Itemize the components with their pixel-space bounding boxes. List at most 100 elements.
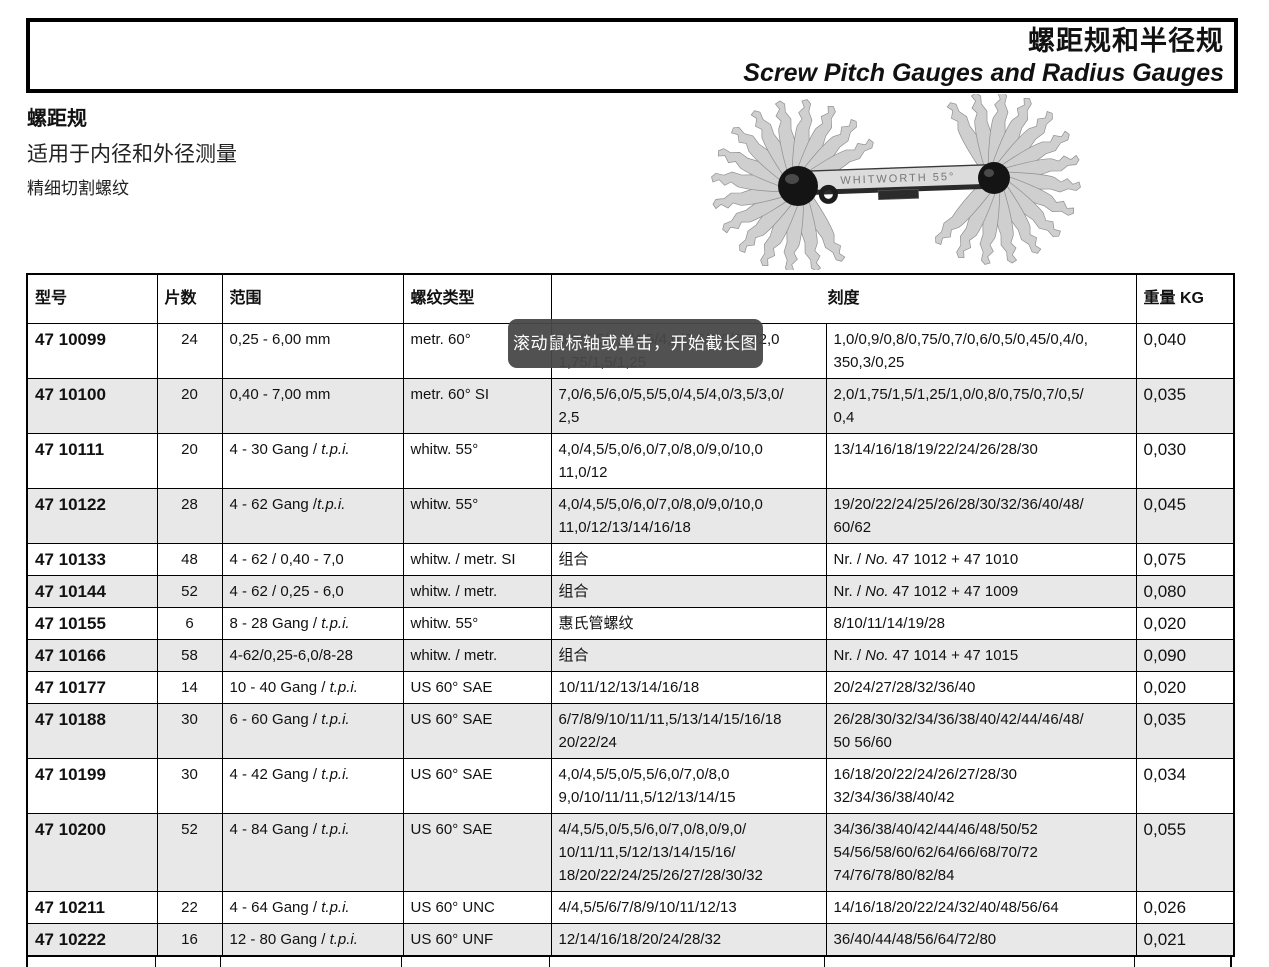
scale-b-cell: 8/10/11/14/19/28: [825, 606, 1137, 640]
scale-b-cell: 26/28/30/32/34/36/38/40/42/44/46/48/50 5…: [825, 702, 1137, 759]
pieces-cell: 48: [156, 542, 223, 576]
section-title: 螺距规: [27, 108, 87, 130]
gauge-body-bar: WHITWORTH 55°: [798, 163, 997, 204]
scale-a-cell: 12/14/16/18/20/24/28/32: [550, 922, 827, 957]
range-cell: 6 - 60 Gang / t.p.i.: [221, 702, 404, 759]
thread-type-cell: whitw. / metr.: [402, 574, 552, 608]
thread-type-cell: US 60° SAE: [402, 702, 552, 759]
title-box: 螺距规和半径规 Screw Pitch Gauges and Radius Ga…: [26, 18, 1238, 93]
thread-type-cell: whitw. 55°: [402, 487, 552, 544]
range-cell: 4 - 62 / 0,25 - 6,0: [221, 574, 404, 608]
range-cell: 12 - 80 Gang / t.p.i.: [221, 922, 404, 957]
thread-type-cell: US 60° SAE: [402, 670, 552, 704]
scale-b-cell: Nr. / No. 47 1012 + 47 1009: [825, 574, 1137, 608]
weight-cell: 0,040: [1135, 322, 1235, 379]
weight-cell: 0,055: [1135, 812, 1235, 892]
scale-b-cell: Nr. / No. 47 1012 + 47 1010: [825, 542, 1137, 576]
pieces-cell: 14: [156, 670, 223, 704]
gauge-bar-label: WHITWORTH 55°: [840, 171, 955, 187]
table-row: 47 10166 58 4-62/0,25-6,0/8-28 whitw. / met…: [26, 638, 1235, 672]
model-cell: 47 10177: [26, 670, 158, 704]
header-thread-type: 螺纹类型: [402, 273, 552, 324]
scale-a-cell: 组合: [550, 542, 827, 576]
thread-type-cell: US 60° UNC: [402, 890, 552, 924]
scale-a-cell: 4/4,5/5/6/7/8/9/10/11/12/13: [550, 890, 827, 924]
range-cell: 10 - 40 Gang / t.p.i.: [221, 670, 404, 704]
weight-cell: 0,035: [1135, 377, 1235, 434]
model-cell: 47 10211: [26, 890, 158, 924]
scale-b-cell: 19/20/22/24/25/26/28/30/32/36/40/48/60/6…: [825, 487, 1137, 544]
gauge-table: 型号 片数 范围 螺纹类型 刻度 重量 KG 47 10099 24 0,25 - …: [26, 273, 1236, 957]
range-cell: 4 - 62 Gang /t.p.i.: [221, 487, 404, 544]
table-row: 47 10155 6 8 - 28 Gang / t.p.i. whitw. 55° 惠…: [26, 606, 1235, 640]
scale-b-cell: 20/24/27/28/32/36/40: [825, 670, 1137, 704]
scale-b-cell: 16/18/20/22/24/26/27/28/30 32/34/36/38/40…: [825, 757, 1137, 814]
weight-cell: 0,090: [1135, 638, 1235, 672]
weight-cell: 0,030: [1135, 432, 1235, 489]
scale-b-cell: 34/36/38/40/42/44/46/48/50/52 54/56/58/60…: [825, 812, 1137, 892]
section-subtitle-1: 适用于内径和外径测量: [27, 142, 237, 166]
pieces-cell: 28: [156, 487, 223, 544]
model-cell: 47 10133: [26, 542, 158, 576]
range-cell: 4 - 84 Gang / t.p.i.: [221, 812, 404, 892]
header-pieces: 片数: [156, 273, 223, 324]
weight-cell: 0,045: [1135, 487, 1235, 544]
model-cell: 47 10155: [26, 606, 158, 640]
scale-a-cell: 惠氏管螺纹: [550, 606, 827, 640]
gauge-table-wrap: 型号 片数 范围 螺纹类型 刻度 重量 KG 47 10099 24 0,25 - …: [26, 273, 1236, 967]
scale-a-cell: 10/11/12/13/14/16/18: [550, 670, 827, 704]
scale-b-cell: Nr. / No. 47 1014 + 47 1015: [825, 638, 1137, 672]
scale-b-cell: 1,0/0,9/0,8/0,75/0,7/0,6/0,5/0,45/0,4/0,…: [825, 322, 1137, 379]
page-title-zh: 螺距规和半径规: [1028, 26, 1224, 56]
pieces-cell: 30: [156, 702, 223, 759]
pieces-cell: 58: [156, 638, 223, 672]
pieces-cell: 52: [156, 812, 223, 892]
table-row: 47 10133 48 4 - 62 / 0,40 - 7,0 whitw. / me…: [26, 542, 1235, 576]
scale-b-cell: 13/14/16/18/19/22/24/26/28/30: [825, 432, 1137, 489]
scale-a-cell: 7,0/6,5/6,0/5,5/5,0/4,5/4,0/3,5/3,0/2,5: [550, 377, 827, 434]
pieces-cell: 22: [156, 890, 223, 924]
thread-type-cell: US 60° SAE: [402, 757, 552, 814]
long-screenshot-tooltip[interactable]: 滚动鼠标轴或单击，开始截长图: [508, 319, 763, 368]
thread-type-cell: whitw. / metr.: [402, 638, 552, 672]
model-cell: 47 10222: [26, 922, 158, 957]
scale-a-cell: 组合: [550, 574, 827, 608]
range-cell: 4 - 30 Gang / t.p.i.: [221, 432, 404, 489]
pieces-cell: 20: [156, 432, 223, 489]
range-cell: 4-62/0,25-6,0/8-28: [221, 638, 404, 672]
weight-cell: 0,034: [1135, 757, 1235, 814]
header-model: 型号: [26, 273, 158, 324]
table-row: 47 10211 22 4 - 64 Gang / t.p.i. US 60° UNC…: [26, 890, 1235, 924]
pieces-cell: 52: [156, 574, 223, 608]
table-row: 47 10222 16 12 - 80 Gang / t.p.i. US 60° UN…: [26, 922, 1235, 957]
range-cell: 0,40 - 7,00 mm: [221, 377, 404, 434]
range-cell: 8 - 28 Gang / t.p.i.: [221, 606, 404, 640]
pieces-cell: 30: [156, 757, 223, 814]
range-cell: 4 - 64 Gang / t.p.i.: [221, 890, 404, 924]
table-row: 47 10100 20 0,40 - 7,00 mm metr. 60° SI 7,0/…: [26, 377, 1235, 434]
range-cell: 0,25 - 6,00 mm: [221, 322, 404, 379]
pieces-cell: 20: [156, 377, 223, 434]
thread-type-cell: US 60° UNF: [402, 922, 552, 957]
weight-cell: 0,080: [1135, 574, 1235, 608]
scale-b-cell: 2,0/1,75/1,5/1,25/1,0/0,8/0,75/0,7/0,5/0…: [825, 377, 1137, 434]
table-row: 47 10111 20 4 - 30 Gang / t.p.i. whitw. 55°…: [26, 432, 1235, 489]
weight-cell: 0,020: [1135, 606, 1235, 640]
header-weight: 重量 KG: [1135, 273, 1235, 324]
scale-b-cell: 36/40/44/48/56/64/72/80: [825, 922, 1137, 957]
model-cell: 47 10099: [26, 322, 158, 379]
header-range: 范围: [221, 273, 404, 324]
brand-logo: [877, 188, 919, 201]
page-title-en: Screw Pitch Gauges and Radius Gauges: [743, 59, 1224, 87]
model-cell: 47 10122: [26, 487, 158, 544]
weight-cell: 0,021: [1135, 922, 1235, 957]
table-row: 47 10199 30 4 - 42 Gang / t.p.i. US 60° SAE…: [26, 757, 1235, 814]
model-cell: 47 10166: [26, 638, 158, 672]
scale-b-cell: 14/16/18/20/22/24/32/40/48/56/64: [825, 890, 1137, 924]
table-row: 47 10144 52 4 - 62 / 0,25 - 6,0 whitw. / me…: [26, 574, 1235, 608]
pieces-cell: 6: [156, 606, 223, 640]
range-cell: 4 - 62 / 0,40 - 7,0: [221, 542, 404, 576]
right-pivot-knob: [978, 162, 1010, 194]
range-cell: 4 - 42 Gang / t.p.i.: [221, 757, 404, 814]
